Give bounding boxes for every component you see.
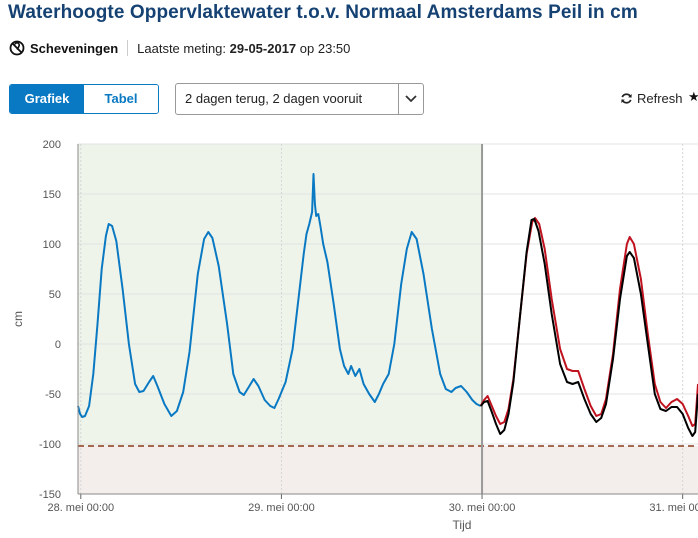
- refresh-button[interactable]: Refresh: [620, 91, 683, 106]
- page-title: Waterhoogte Oppervlaktewater t.o.v. Norm…: [8, 2, 638, 23]
- tab-grafiek[interactable]: Grafiek: [10, 85, 84, 113]
- range-select[interactable]: 2 dagen terug, 2 dagen vooruit: [175, 83, 424, 115]
- chart-background: [78, 144, 698, 494]
- range-select-value: 2 dagen terug, 2 dagen vooruit: [185, 91, 363, 106]
- y-tick-label: 50: [49, 289, 61, 301]
- chart-axes: -150 -100 -50 0 50 100 150 200 28. mei 00:00 29. …: [11, 139, 698, 532]
- last-measurement-time: op 23:50: [299, 40, 351, 56]
- refresh-icon: [621, 93, 632, 104]
- last-measurement-label: Laatste meting:: [137, 40, 227, 56]
- past-region: [78, 144, 483, 446]
- x-tick-label: 31. mei 00:00: [649, 502, 698, 514]
- y-tick-label: -150: [39, 489, 61, 501]
- y-tick-label: 100: [43, 239, 61, 251]
- tab-tabel[interactable]: Tabel: [84, 85, 158, 113]
- chart-series: [77, 144, 698, 494]
- location-name: Scheveningen: [30, 40, 119, 56]
- x-tick-label: 28. mei 00:00: [47, 502, 114, 514]
- measurement-info: Scheveningen Laatste meting: 29-05-2017 …: [9, 40, 350, 56]
- last-measurement-date: 29-05-2017: [229, 40, 297, 56]
- x-tick-label: 30. mei 00:00: [449, 502, 516, 514]
- series-forecast-black: [479, 218, 698, 437]
- series-forecast-red: [479, 217, 698, 427]
- y-axis-label: cm: [11, 311, 25, 327]
- star-icon[interactable]: ★: [688, 89, 698, 104]
- y-tick-label: 0: [55, 339, 61, 351]
- chevron-down-icon[interactable]: [398, 84, 423, 114]
- y-tick-label: 150: [43, 189, 61, 201]
- view-toggle: Grafiek Tabel: [9, 84, 159, 114]
- separator: [127, 40, 129, 56]
- water-level-chart: -150 -100 -50 0 50 100 150 200 28. mei 00:00 29. …: [11, 139, 698, 532]
- below-threshold-region: [78, 446, 698, 494]
- y-tick-label: 200: [43, 139, 61, 151]
- refresh-label: Refresh: [637, 91, 683, 106]
- y-tick-label: -50: [45, 389, 61, 401]
- x-axis-label: Tijd: [453, 518, 472, 532]
- x-tick-label: 29. mei 00:00: [248, 502, 315, 514]
- y-tick-label: -100: [39, 439, 61, 451]
- no-location-icon: [9, 40, 25, 56]
- series-measured: [77, 173, 482, 418]
